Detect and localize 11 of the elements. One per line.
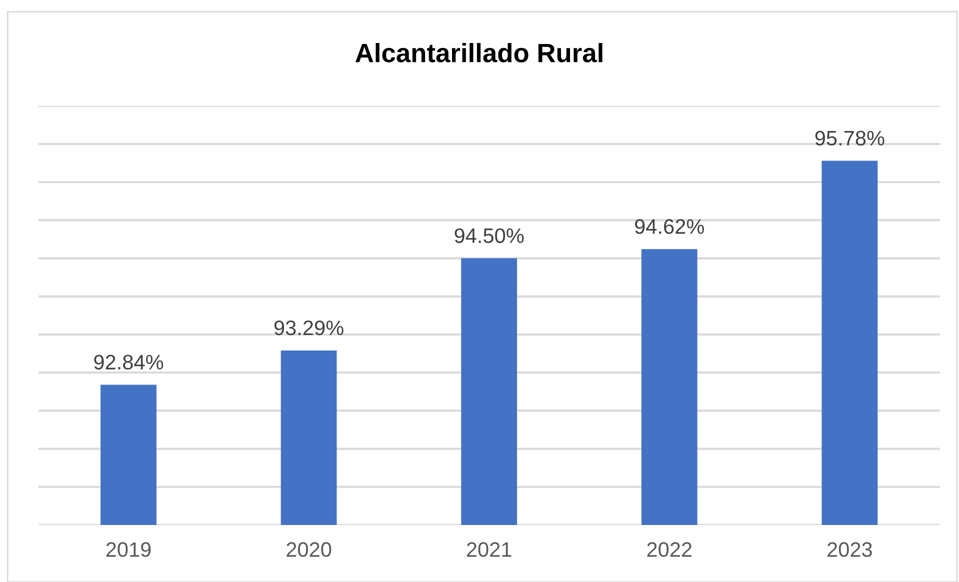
data-label: 94.62% [635,219,704,234]
x-tick-label: 2022 [647,542,692,557]
x-tick-label: 2020 [286,542,332,557]
chart-title: Alcantarillado Rural [356,42,602,62]
data-label: 95.78% [815,130,884,146]
x-tick-label: 2019 [106,542,151,557]
data-label: 92.84% [94,354,164,370]
x-tick-label: 2023 [828,542,872,557]
data-label: 94.50% [454,228,524,244]
x-tick-label: 2021 [466,542,512,557]
data-label: 93.29% [274,320,344,336]
